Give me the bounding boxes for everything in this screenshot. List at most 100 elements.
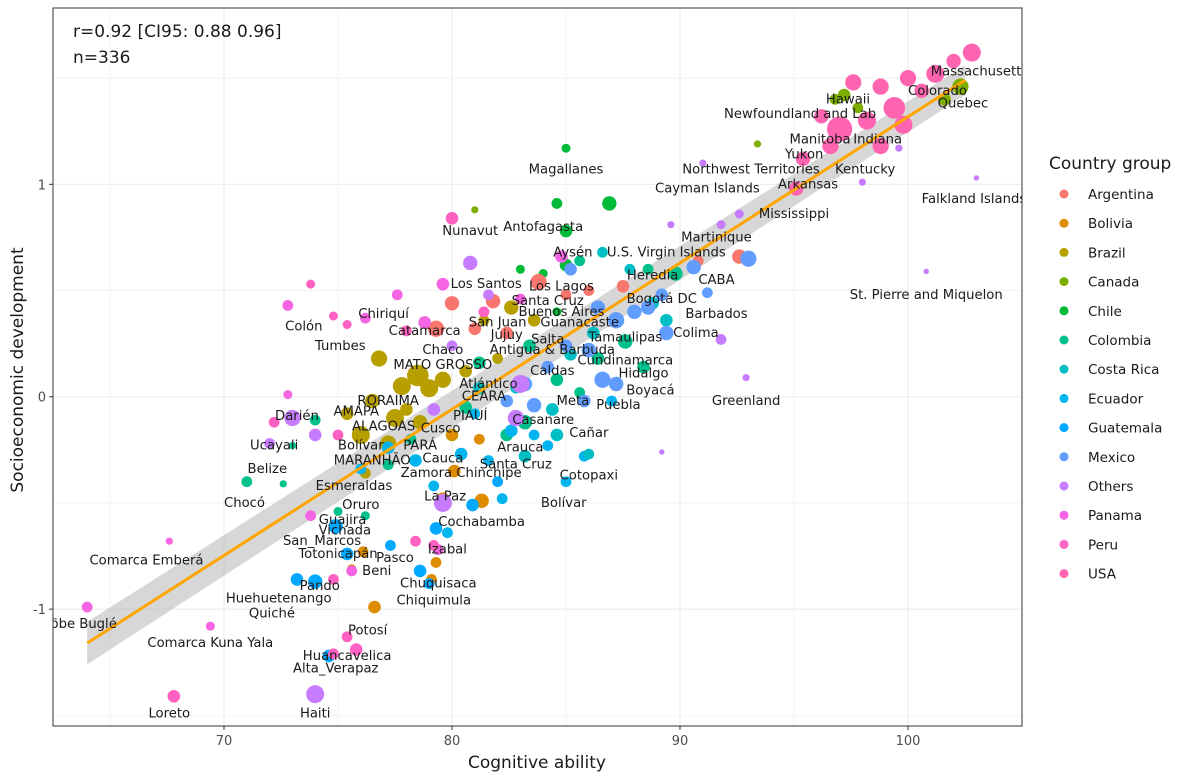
data-point xyxy=(308,574,323,589)
point-label: Atlántico xyxy=(459,376,517,392)
data-point xyxy=(370,350,388,367)
point-label: Hawaii xyxy=(826,92,870,107)
data-point xyxy=(551,198,563,209)
fit-line-layer xyxy=(86,78,966,645)
data-point xyxy=(597,246,608,258)
legend-label: Costa Rica xyxy=(1088,362,1159,378)
legend-label: Peru xyxy=(1088,537,1118,553)
data-point xyxy=(555,250,568,263)
data-point xyxy=(559,339,573,353)
point-label: Izabal xyxy=(428,543,467,558)
data-point xyxy=(469,408,481,420)
point-label: San_Marcos xyxy=(283,534,361,549)
point-label: Zamora Chinchipe xyxy=(401,466,522,481)
point-label: San Juan xyxy=(469,315,527,330)
point-label: Colón xyxy=(285,319,322,335)
data-point xyxy=(428,540,440,551)
data-point xyxy=(814,109,829,124)
data-point xyxy=(701,287,713,299)
data-point xyxy=(81,601,93,613)
x-tick-label: 100 xyxy=(896,734,921,749)
legend-label: Canada xyxy=(1088,275,1139,291)
point-label: Cotopaxi xyxy=(560,468,618,483)
data-point xyxy=(340,407,354,421)
data-point xyxy=(822,137,839,155)
data-point xyxy=(527,313,541,327)
data-point xyxy=(446,429,458,441)
point-label: ALAGOAS xyxy=(352,419,415,434)
data-point xyxy=(308,428,322,442)
data-point xyxy=(306,279,316,289)
data-point xyxy=(283,390,293,400)
data-point xyxy=(591,352,605,365)
data-point xyxy=(734,209,744,219)
point-label: Barbados xyxy=(685,307,747,322)
legend-label: Mexico xyxy=(1088,450,1135,466)
data-point xyxy=(608,376,624,392)
data-point xyxy=(434,371,451,388)
point-label: Totonicapán xyxy=(297,546,377,562)
sample-size-annotation: n=336 xyxy=(73,48,130,68)
data-point xyxy=(429,522,443,535)
data-point xyxy=(587,326,600,340)
data-point xyxy=(492,476,503,488)
legend-label: USA xyxy=(1088,567,1117,583)
point-label: Chiquimula xyxy=(396,594,471,609)
point-label: Arauca xyxy=(497,441,543,456)
legend-key xyxy=(1059,423,1069,433)
point-label: PIAUÍ xyxy=(453,407,488,424)
legend-label: Ecuador xyxy=(1088,391,1144,407)
point-label: Guajira xyxy=(319,513,367,528)
data-point xyxy=(459,364,472,378)
legend-label: Argentina xyxy=(1088,187,1154,203)
data-point xyxy=(583,448,595,460)
point-label: Colima xyxy=(673,326,719,341)
legend-key xyxy=(1059,452,1069,462)
data-point xyxy=(463,255,478,271)
data-point xyxy=(552,307,562,317)
data-point xyxy=(360,511,370,521)
point-label: AMAPA xyxy=(333,405,379,420)
point-label: CABA xyxy=(698,273,734,288)
point-label: Chiriquí xyxy=(358,306,410,322)
point-label: St. Pierre and Miquelon xyxy=(850,288,1003,303)
data-point xyxy=(857,111,876,130)
legend-label: Bolivia xyxy=(1088,216,1133,232)
data-point xyxy=(742,374,750,382)
point-label: CEARA xyxy=(462,390,506,405)
point-label: Tumbes xyxy=(314,339,366,354)
data-point xyxy=(309,414,321,426)
point-label: Pasco xyxy=(376,551,414,566)
data-point xyxy=(946,53,961,69)
data-point xyxy=(420,379,439,398)
plot-border xyxy=(52,7,1023,727)
data-point xyxy=(483,455,494,466)
point-label: Falkland Islands xyxy=(922,192,1027,207)
data-point xyxy=(167,689,181,703)
data-point xyxy=(357,546,369,558)
point-label: Caldas xyxy=(530,364,574,379)
data-point xyxy=(205,621,215,631)
point-label: U.S. Virgin Islands xyxy=(607,245,726,260)
point-label: Massachusetts xyxy=(931,65,1029,80)
data-point xyxy=(423,578,435,590)
data-point xyxy=(659,325,674,341)
legend-label: Brazil xyxy=(1088,245,1126,261)
data-point xyxy=(581,342,596,358)
data-point xyxy=(507,409,524,427)
data-point xyxy=(528,429,540,441)
data-point xyxy=(795,151,811,167)
data-point xyxy=(391,289,403,301)
legend-title: Country group xyxy=(1049,154,1171,174)
data-point xyxy=(845,74,862,91)
point-label: Magallanes xyxy=(529,162,604,177)
data-point xyxy=(511,374,530,393)
point-label: Santa Cruz xyxy=(480,458,552,473)
point-label: Heredia xyxy=(627,269,678,284)
point-label: Cochabamba xyxy=(438,515,525,530)
x-axis-title: Cognitive ability xyxy=(468,753,606,773)
data-point xyxy=(496,493,508,505)
point-label: Vichada xyxy=(319,524,372,539)
